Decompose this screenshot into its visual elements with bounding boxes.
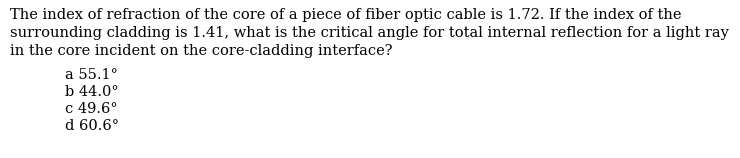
Text: d 60.6°: d 60.6° <box>65 119 119 133</box>
Text: a 55.1°: a 55.1° <box>65 68 118 82</box>
Text: c 49.6°: c 49.6° <box>65 102 118 116</box>
Text: in the core incident on the core-cladding interface?: in the core incident on the core-claddin… <box>10 44 392 58</box>
Text: b 44.0°: b 44.0° <box>65 85 118 99</box>
Text: surrounding cladding is 1.41, what is the critical angle for total internal refl: surrounding cladding is 1.41, what is th… <box>10 26 729 40</box>
Text: The index of refraction of the core of a piece of fiber optic cable is 1.72. If : The index of refraction of the core of a… <box>10 8 682 22</box>
